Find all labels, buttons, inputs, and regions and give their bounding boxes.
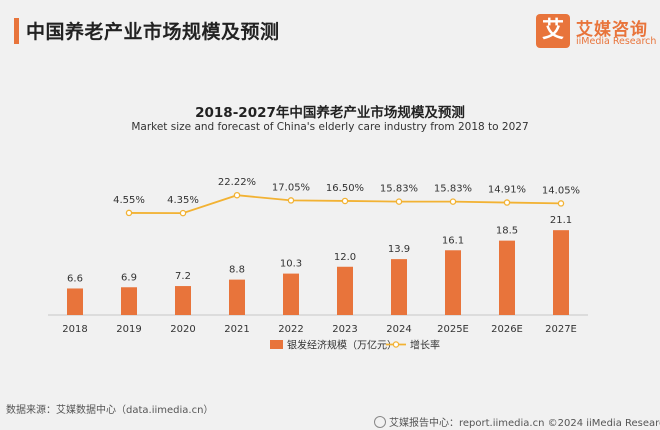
logo-mark: 艾 bbox=[536, 14, 570, 48]
logo-name-en: iiMedia Research bbox=[576, 36, 657, 47]
growth-rate-label: 4.35% bbox=[167, 195, 199, 206]
bar bbox=[337, 266, 353, 315]
bar-value-label: 13.9 bbox=[388, 244, 410, 255]
bar bbox=[391, 259, 407, 315]
bar bbox=[229, 279, 245, 315]
bar-value-label: 6.9 bbox=[121, 272, 137, 283]
logo-name-cn: 艾媒咨询 bbox=[576, 20, 648, 40]
chart-subtitle: Market size and forecast of China's elde… bbox=[131, 121, 529, 133]
bar bbox=[67, 288, 83, 315]
x-tick-label: 2023 bbox=[332, 324, 357, 335]
report-icon bbox=[374, 416, 386, 428]
bar-value-label: 16.1 bbox=[442, 235, 464, 246]
growth-rate-point bbox=[233, 191, 241, 199]
x-tick-label: 2027E bbox=[545, 324, 577, 335]
footer-site: 艾媒报告中心：report.iimedia.cn ©2024 iiMedia R… bbox=[389, 418, 660, 429]
growth-rate-point bbox=[557, 200, 565, 207]
data-source: 数据来源：艾媒数据中心（data.iimedia.cn） bbox=[6, 405, 214, 416]
growth-rate-point bbox=[449, 198, 457, 205]
growth-rate-label: 4.55% bbox=[113, 195, 145, 206]
growth-rate-point bbox=[395, 198, 403, 205]
bar-value-label: 7.2 bbox=[175, 271, 191, 282]
x-tick-label: 2025E bbox=[437, 324, 469, 335]
growth-rate-label: 16.50% bbox=[326, 183, 364, 194]
x-tick-label: 2026E bbox=[491, 324, 523, 335]
legend-bar-swatch bbox=[270, 340, 283, 349]
bar bbox=[175, 286, 191, 315]
x-tick-label: 2024 bbox=[386, 324, 411, 335]
bar-value-label: 6.6 bbox=[67, 273, 83, 284]
bar-value-label: 21.1 bbox=[550, 215, 572, 226]
footer-credit: 艾媒报告中心：report.iimedia.cn ©2024 iiMedia R… bbox=[374, 414, 660, 429]
legend-bar-label: 银发经济规模（万亿元） bbox=[287, 339, 397, 352]
growth-rate-point bbox=[125, 209, 133, 217]
growth-rate-point bbox=[341, 197, 349, 205]
growth-rate-point bbox=[503, 199, 511, 206]
bar-value-label: 18.5 bbox=[496, 226, 518, 237]
bar bbox=[445, 250, 461, 315]
legend-line-marker bbox=[392, 341, 400, 348]
bar-value-label: 8.8 bbox=[229, 265, 245, 276]
bar bbox=[121, 287, 137, 315]
bar bbox=[499, 240, 515, 315]
title-accent-bar bbox=[14, 18, 19, 44]
growth-rate-label: 15.83% bbox=[380, 184, 418, 195]
bar-value-label: 12.0 bbox=[334, 252, 356, 263]
brand-logo: 艾 艾媒咨询 iiMedia Research bbox=[536, 14, 656, 54]
x-tick-label: 2020 bbox=[170, 324, 195, 335]
growth-rate-point bbox=[179, 209, 187, 217]
x-tick-label: 2021 bbox=[224, 324, 249, 335]
x-tick-label: 2022 bbox=[278, 324, 303, 335]
page-title: 中国养老产业市场规模及预测 bbox=[26, 21, 280, 43]
growth-rate-point bbox=[287, 197, 295, 204]
chart-title: 2018-2027年中国养老产业市场规模及预测 bbox=[195, 105, 465, 121]
growth-rate-label: 22.22% bbox=[218, 177, 256, 188]
bar-value-label: 10.3 bbox=[280, 259, 302, 270]
legend-line-label: 增长率 bbox=[410, 339, 440, 352]
x-tick-label: 2019 bbox=[116, 324, 141, 335]
bar bbox=[553, 230, 569, 315]
growth-rate-label: 14.91% bbox=[488, 185, 526, 196]
x-tick-label: 2018 bbox=[62, 324, 87, 335]
growth-rate-label: 14.05% bbox=[542, 185, 580, 196]
growth-rate-label: 17.05% bbox=[272, 182, 310, 193]
growth-rate-label: 15.83% bbox=[434, 184, 472, 195]
bar bbox=[283, 273, 299, 315]
